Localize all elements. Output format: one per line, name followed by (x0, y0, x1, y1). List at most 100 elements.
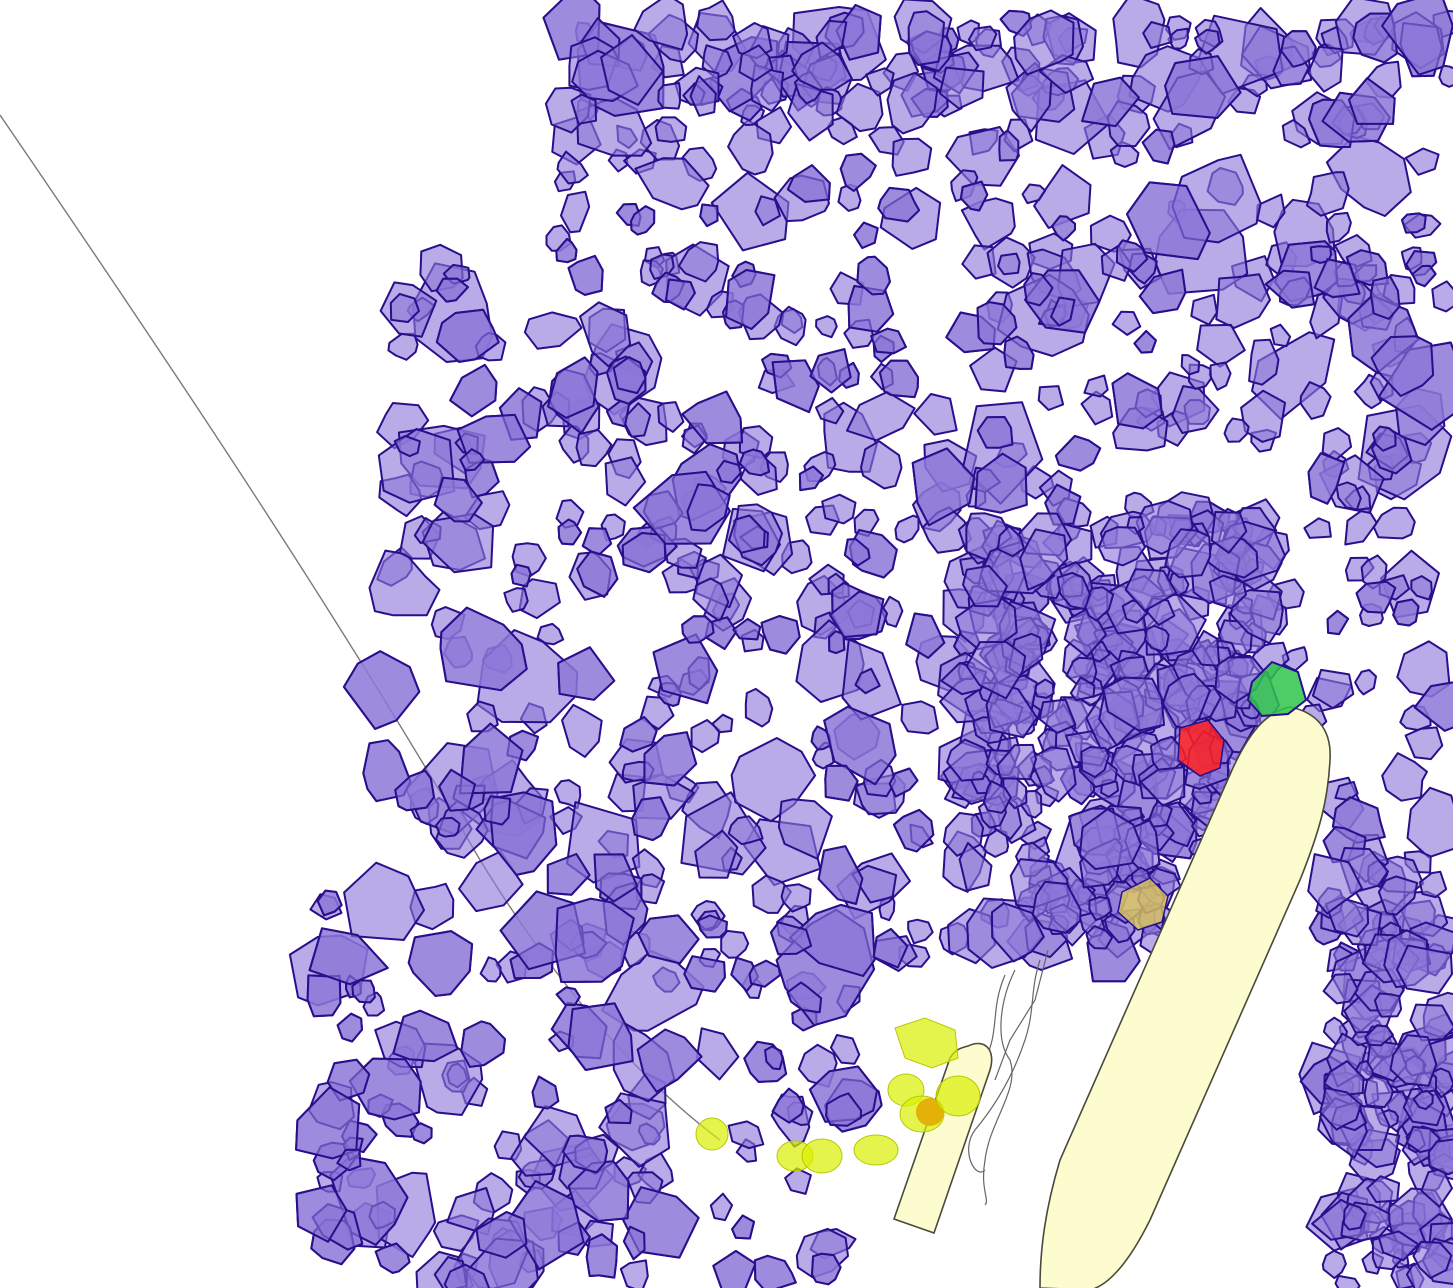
ice-floe (689, 75, 717, 117)
ice-floe (872, 928, 909, 969)
ice-floe (637, 914, 700, 965)
ice-floe (878, 359, 919, 399)
ice-floe (1115, 239, 1149, 273)
ice-floe (699, 203, 719, 228)
ice-floe (694, 829, 739, 879)
ice-floe (1019, 528, 1069, 591)
ice-floe (900, 700, 939, 735)
ice-floe (1322, 973, 1359, 1005)
ice-floe (891, 137, 933, 177)
ice-floe (503, 587, 529, 613)
ice-floe (394, 769, 435, 812)
ice-floe (1126, 181, 1211, 261)
ice-floe (1031, 880, 1082, 934)
ice-floe (1164, 55, 1242, 119)
ice-floe (1097, 526, 1147, 567)
ice-floe (531, 1075, 560, 1110)
ice-floe (1269, 323, 1292, 348)
ice-floe (619, 1259, 649, 1288)
ice-floe (784, 1167, 812, 1195)
ice-floe (1240, 389, 1286, 443)
ice-floe (1144, 624, 1170, 653)
ice-floe (1142, 21, 1173, 49)
ice-floe (1083, 374, 1109, 398)
ice-floe (1080, 746, 1110, 779)
ice-floe (435, 308, 500, 363)
ice-floe (1307, 45, 1344, 93)
ice-floe (959, 180, 989, 212)
ice-floe (720, 929, 750, 959)
ice-floe (336, 1012, 363, 1043)
ice-floe (351, 979, 376, 1004)
ice-floe (791, 41, 853, 91)
ice-floe (1377, 1230, 1420, 1262)
ice-floe (728, 514, 766, 554)
ice-floe (557, 646, 616, 701)
ice-floe (1081, 76, 1140, 128)
ice-floe (1326, 609, 1350, 636)
ice-floe (683, 955, 726, 993)
ice-floe (567, 1002, 634, 1071)
ice-floe (1369, 275, 1401, 320)
ice-floe (824, 764, 859, 802)
ice-floe (974, 452, 1028, 514)
ice-floe (1413, 681, 1453, 732)
ice-floe (1307, 853, 1363, 915)
ice-floe (389, 292, 420, 323)
ice-floe (449, 363, 498, 418)
ice-floe (555, 238, 578, 264)
ice-floe (536, 622, 565, 646)
ice-floe (1412, 1240, 1453, 1279)
ice-floe (1088, 896, 1113, 922)
ice-floe (1364, 1024, 1394, 1047)
ice-floe (982, 780, 1012, 814)
ice-floe (1133, 330, 1157, 354)
ice-floe (847, 285, 895, 333)
ice-floe (1404, 147, 1440, 176)
ice-floe (1305, 171, 1350, 217)
ice-floe (561, 703, 603, 758)
ice-floe (894, 514, 920, 544)
ice-floe (1323, 1060, 1365, 1097)
ice-floe (1372, 506, 1416, 540)
ice-floe (1299, 381, 1332, 420)
ice-floe (787, 83, 834, 142)
ice-floe (657, 401, 685, 433)
ice-floe (835, 82, 884, 133)
ice-floe (1164, 528, 1212, 579)
ice-floe (880, 595, 904, 628)
ice-floe (958, 842, 993, 892)
ice-floe (748, 959, 782, 988)
ice-floe (1311, 668, 1355, 710)
ice-floe (1102, 676, 1165, 732)
ice-floe (856, 255, 891, 296)
ice-floe (604, 456, 647, 507)
ice-floe (754, 195, 781, 227)
ice-floe (892, 808, 935, 853)
ice-floe (1281, 646, 1309, 672)
ice-floe (976, 301, 1018, 346)
ice-floe (1405, 1125, 1441, 1154)
ice-floe (1372, 425, 1397, 452)
ice-floe (1180, 354, 1201, 376)
ice-floe (786, 164, 831, 203)
ice-floe (562, 1134, 609, 1174)
ice-floe (839, 152, 877, 192)
ice-floe (770, 921, 813, 956)
ice-floe (1111, 372, 1164, 430)
ice-floe (1392, 598, 1420, 627)
ice-floe (1038, 698, 1077, 735)
ice-floe (605, 399, 631, 428)
ice-floe (744, 687, 774, 728)
ice-floe (665, 278, 696, 311)
ice-floe (576, 550, 619, 598)
ice-floe (1406, 786, 1453, 859)
ice-floe (1419, 870, 1448, 899)
ice-floe (600, 34, 664, 106)
ice-floe (1194, 28, 1221, 55)
ice-floe (996, 743, 1037, 781)
ice-floe (1307, 452, 1346, 505)
ice-floe (1404, 726, 1444, 761)
ice-floe (636, 1028, 703, 1093)
ice-floe (1141, 128, 1176, 165)
